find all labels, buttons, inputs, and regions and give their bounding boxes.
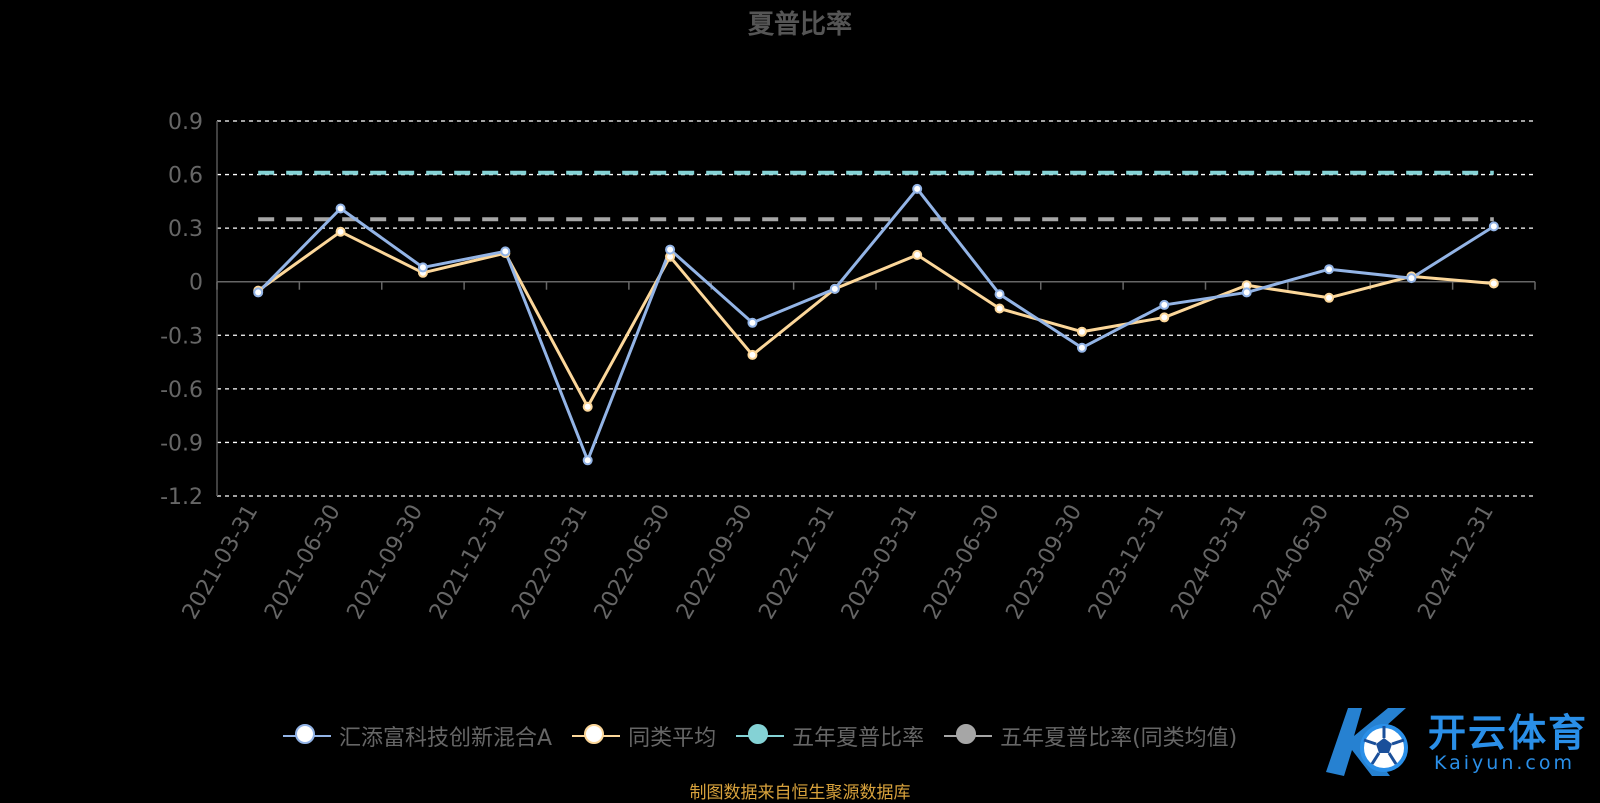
legend-item-five-year-peer[interactable]: 五年夏普比率(同类均值) [944, 720, 1237, 752]
x-tick-label: 2022-09-30 [672, 501, 758, 624]
data-point-fund [335, 203, 346, 214]
x-tick-label: 2024-12-31 [1413, 501, 1499, 624]
watermark-brand-cn: 开云体育 [1428, 711, 1589, 755]
data-point-fund [1324, 264, 1335, 275]
legend-marker-fund [283, 723, 331, 749]
x-tick-label: 2022-12-31 [754, 501, 840, 624]
data-point-peer-average [912, 249, 923, 260]
data-point-fund [829, 283, 840, 294]
chart-title: 夏普比率 [747, 10, 852, 40]
y-tick-label: 0.9 [168, 110, 203, 135]
data-point-peer-average [1488, 278, 1499, 289]
y-tick-label: -0.3 [160, 324, 203, 349]
data-point-fund [1159, 299, 1170, 310]
x-tick-label: 2022-06-30 [590, 501, 676, 624]
legend-dot [584, 724, 605, 744]
series-line-peer-average [257, 230, 1494, 409]
x-tick-label: 2021-03-31 [178, 501, 264, 624]
data-point-peer-average [582, 401, 593, 412]
y-tick-label: -0.6 [160, 378, 203, 403]
data-point-fund [665, 244, 676, 255]
x-tick-label: 2021-06-30 [260, 501, 346, 624]
data-point-fund [912, 183, 923, 194]
legend-dot [748, 724, 769, 744]
legend: 汇添富科技创新混合A 同类平均 五年夏普比率 五年夏普比率(同类均值) [283, 718, 1257, 754]
watermark-logo: 开云体育 Kaiyun.com [1318, 700, 1594, 784]
data-point-fund [1241, 287, 1252, 298]
data-point-fund [417, 262, 428, 273]
data-point-fund [500, 246, 511, 257]
legend-marker-five-year-peer [944, 723, 993, 749]
x-tick-label: 2024-03-31 [1166, 501, 1252, 624]
x-tick-label: 2023-03-31 [837, 501, 923, 624]
legend-label: 五年夏普比率(同类均值) [1000, 726, 1238, 751]
data-point-peer-average [994, 303, 1005, 314]
x-tick-label: 2024-09-30 [1331, 501, 1417, 624]
data-point-peer-average [747, 349, 758, 360]
legend-item-peer-average[interactable]: 同类平均 [572, 720, 716, 752]
data-point-peer-average [335, 226, 346, 237]
y-tick-label: 0 [189, 271, 203, 296]
x-tick-label: 2023-12-31 [1084, 501, 1170, 624]
data-point-fund [1406, 273, 1417, 284]
soccer-ball-icon [1326, 708, 1408, 776]
x-tick-label: 2022-03-31 [507, 501, 593, 624]
x-tick-label: 2023-06-30 [919, 501, 1005, 624]
x-tick-label: 2024-06-30 [1249, 501, 1335, 624]
data-point-peer-average [1076, 326, 1087, 337]
x-tick-label: 2021-09-30 [343, 501, 429, 624]
legend-label: 同类平均 [628, 726, 717, 751]
legend-marker-five-year [736, 723, 785, 749]
data-point-peer-average [1159, 312, 1170, 323]
y-tick-label: -0.9 [160, 431, 203, 456]
data-point-fund [747, 317, 758, 328]
y-tick-label: 0.3 [168, 217, 203, 242]
data-point-fund [994, 289, 1005, 300]
legend-item-five-year[interactable]: 五年夏普比率 [736, 720, 924, 752]
data-point-fund [582, 455, 593, 466]
legend-dot [956, 724, 977, 744]
series-line-fund [257, 187, 1495, 462]
watermark-brand-en: Kaiyun.com [1434, 752, 1575, 774]
data-source-note: 制图数据来自恒生聚源数据库 [689, 783, 911, 803]
y-tick-label: -1.2 [160, 485, 203, 510]
legend-dot [295, 724, 315, 744]
data-point-fund [1076, 342, 1087, 353]
y-tick-label: 0.6 [168, 164, 203, 189]
data-point-fund [253, 287, 264, 298]
data-point-fund [1488, 221, 1499, 232]
legend-marker-peer-average [572, 723, 621, 749]
legend-label: 五年夏普比率 [792, 726, 925, 751]
legend-item-fund[interactable]: 汇添富科技创新混合A [283, 720, 552, 752]
x-tick-label: 2023-09-30 [1002, 501, 1088, 624]
data-point-peer-average [1324, 292, 1335, 303]
legend-label: 汇添富科技创新混合A [339, 726, 553, 751]
x-tick-label: 2021-12-31 [425, 501, 511, 624]
